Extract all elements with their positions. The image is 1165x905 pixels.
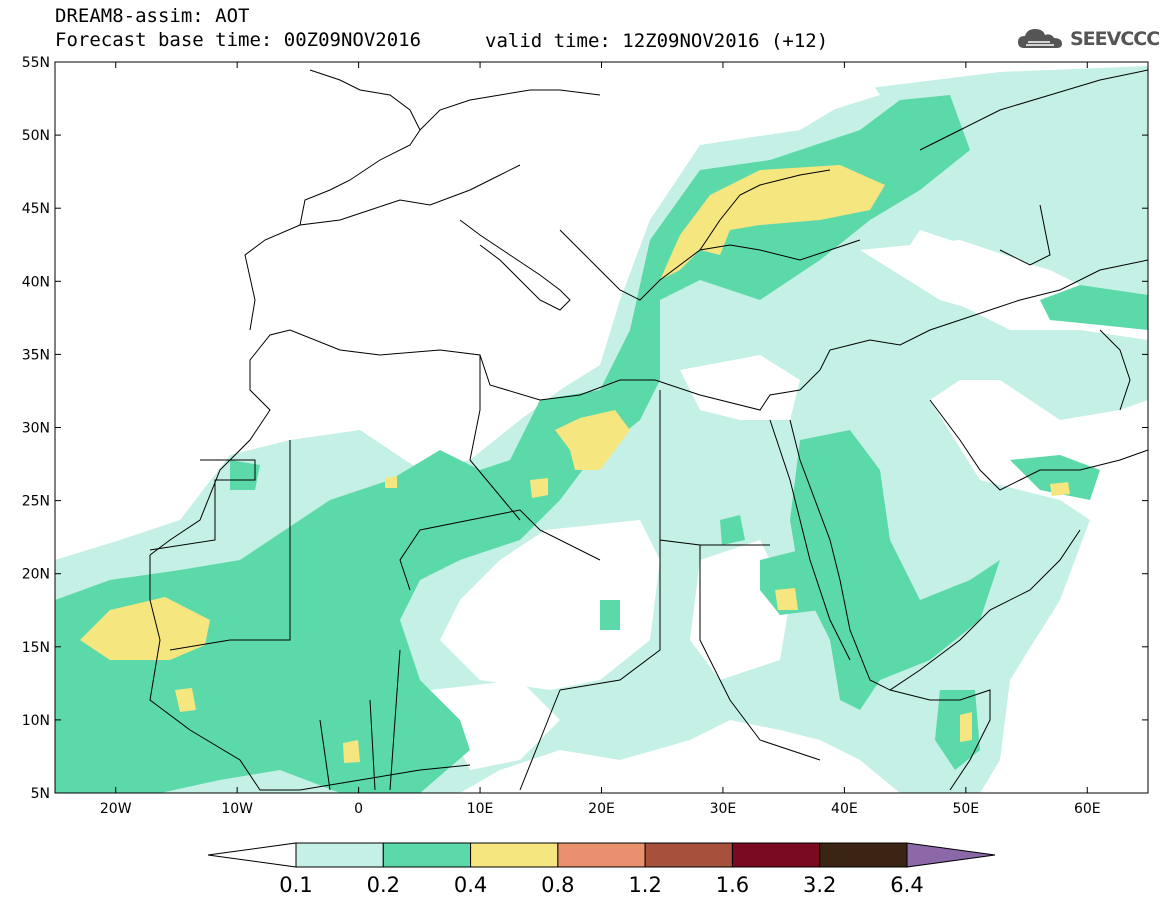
- map-title: DREAM8-assim: AOT: [55, 5, 250, 27]
- lat-label: 55N: [22, 55, 50, 71]
- lon-label: 20E: [588, 801, 615, 817]
- lat-label: 25N: [22, 494, 50, 510]
- lat-label: 10N: [22, 713, 50, 729]
- valid-time: valid time: 12Z09NOV2016 (+12): [485, 30, 829, 52]
- colorbar-label: 6.4: [890, 873, 923, 897]
- lon-label: 0: [354, 801, 363, 817]
- cloud-icon: [1018, 29, 1062, 48]
- colorbar-label: 3.2: [803, 873, 836, 897]
- aot-clear-regions: [430, 66, 1060, 770]
- lat-label: 40N: [22, 274, 50, 290]
- aot-level-0.4: [80, 165, 1070, 763]
- colorbar-high-triangle: [906, 842, 996, 868]
- colorbar-segment: [819, 842, 908, 868]
- colorbar-label: 1.6: [716, 873, 749, 897]
- seevccc-logo: SEEVCCC: [1016, 26, 1160, 52]
- logo-text: SEEVCCC: [1070, 28, 1160, 50]
- longitude-axis: 20W 10W 0 10E 20E 30E 40E 50E 60E: [100, 62, 1101, 817]
- lat-label: 35N: [22, 347, 50, 363]
- lon-label: 50E: [952, 801, 979, 817]
- colorbar-segment: [731, 842, 821, 868]
- forecast-base-time: Forecast base time: 00Z09NOV2016: [55, 29, 422, 51]
- colorbar-segment: [557, 842, 646, 868]
- lat-label: 5N: [31, 786, 50, 802]
- lat-label: 45N: [22, 201, 50, 217]
- colorbar-label: 0.8: [541, 873, 574, 897]
- lat-label: 15N: [22, 640, 50, 656]
- lon-label: 10W: [221, 801, 253, 817]
- colorbar-segment: [644, 842, 733, 868]
- lon-label: 20W: [100, 801, 132, 817]
- lat-label: 50N: [22, 128, 50, 144]
- colorbar-low-triangle: [207, 842, 297, 868]
- colorbar-segment: [382, 842, 472, 868]
- aot-field: [55, 66, 1148, 793]
- lon-label: 10E: [467, 801, 494, 817]
- latitude-axis: 55N 50N 45N 40N 35N 30N 25N 20N 15N 10N 5N: [22, 55, 1148, 802]
- colorbar-label: 0.1: [279, 873, 312, 897]
- coastlines-and-borders: [149, 69, 1148, 791]
- colorbar-label: 0.4: [454, 873, 487, 897]
- lon-label: 60E: [1074, 801, 1101, 817]
- colorbar: 0.1 0.2 0.4 0.8 1.2 1.6 3.2 6.4: [207, 842, 996, 897]
- colorbar-label: 1.2: [628, 873, 661, 897]
- lon-label: 40E: [831, 801, 858, 817]
- lat-label: 30N: [22, 421, 50, 437]
- lon-label: 30E: [710, 801, 737, 817]
- lat-label: 20N: [22, 567, 50, 583]
- colorbar-label: 0.2: [367, 873, 400, 897]
- colorbar-segment: [295, 842, 384, 868]
- colorbar-segment: [470, 842, 559, 868]
